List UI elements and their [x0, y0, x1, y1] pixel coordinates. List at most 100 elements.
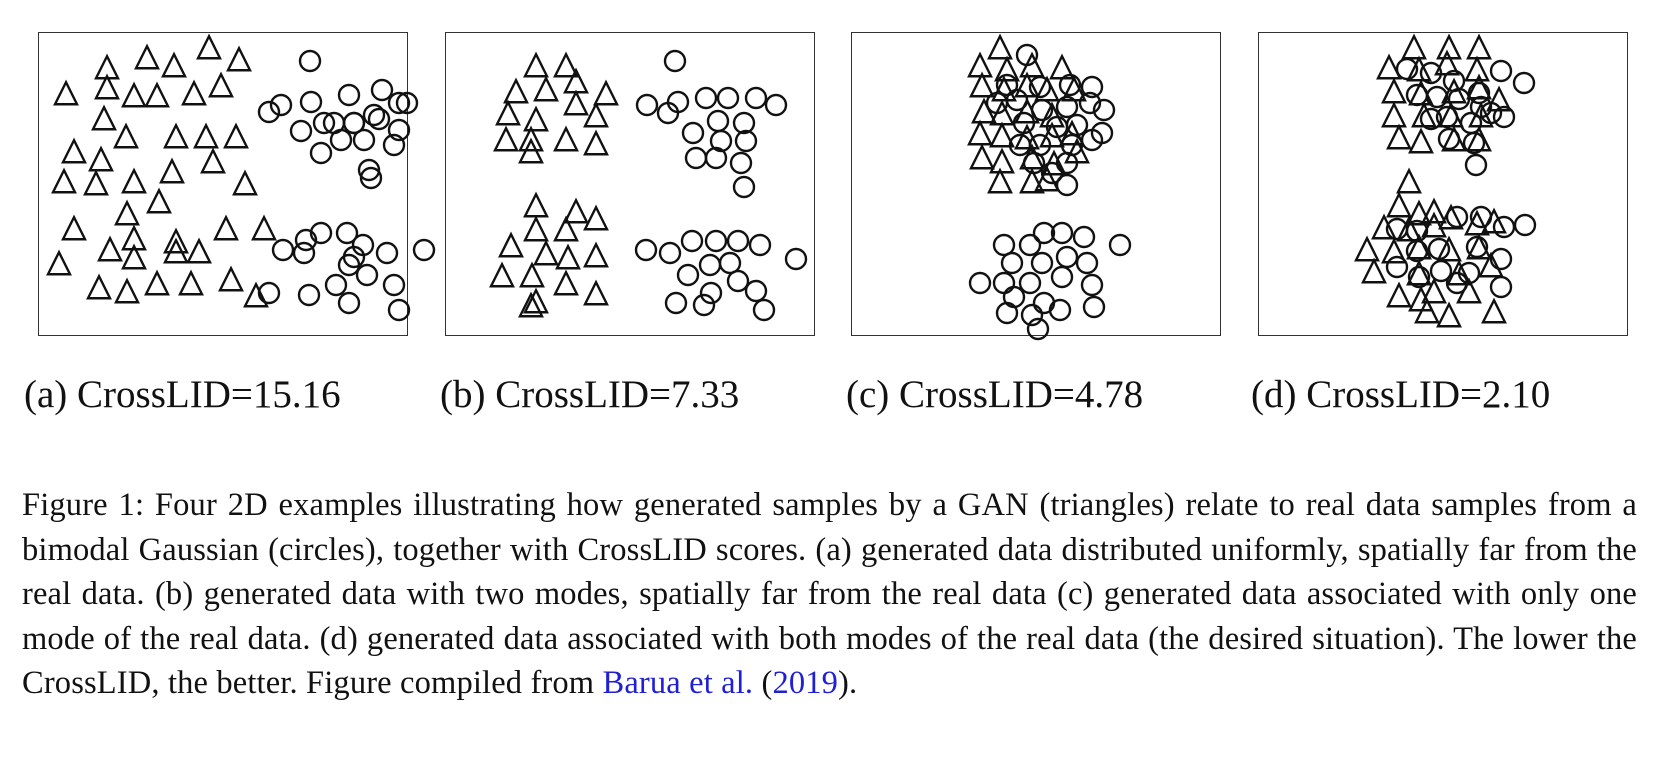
generated-sample-triangle: [1411, 101, 1437, 128]
generated-sample-triangle: [114, 199, 140, 226]
panel-c-scatter: [851, 32, 1221, 341]
generated-sample-triangle: [1466, 33, 1492, 60]
real-sample-circle: [375, 241, 399, 265]
generated-sample-triangle: [181, 79, 207, 106]
generated-sample-triangle: [121, 224, 147, 251]
generated-sample-triangle: [1034, 165, 1060, 192]
citation-year-link[interactable]: 2019: [772, 665, 839, 701]
real-sample-circle: [729, 151, 753, 175]
real-sample-circle: [968, 271, 992, 295]
real-sample-circle: [1030, 98, 1054, 122]
real-sample-circle: [1012, 111, 1036, 135]
real-sample-circle: [292, 241, 316, 265]
real-sample-circle: [1429, 259, 1453, 283]
generated-sample-triangle: [969, 71, 995, 98]
generated-sample-triangle: [1408, 285, 1434, 312]
real-sample-circle: [367, 107, 391, 131]
generated-sample-triangle: [1039, 121, 1065, 148]
subcaption-b: (b) CrossLID=7.33: [440, 373, 740, 416]
generated-sample-triangle: [987, 33, 1013, 60]
real-sample-circle: [1072, 225, 1096, 249]
real-sample-circle: [1055, 173, 1079, 197]
real-sample-circle: [1040, 161, 1064, 185]
figure-caption: Figure 1: Four 2D examples illustrating …: [22, 483, 1637, 706]
generated-sample-triangle: [243, 281, 269, 308]
real-sample-circle: [412, 238, 436, 262]
generated-sample-triangle: [134, 43, 160, 70]
generated-sample-triangle: [583, 279, 609, 306]
generated-sample-triangle: [967, 119, 993, 146]
citation-authors-link[interactable]: Barua et al.: [602, 665, 754, 701]
real-sample-circle: [1108, 233, 1132, 257]
generated-sample-triangle: [1438, 203, 1464, 230]
generated-sample-triangle: [1466, 125, 1492, 152]
real-sample-circle: [748, 233, 772, 257]
real-sample-circle: [1465, 235, 1489, 259]
generated-sample-triangle: [518, 291, 544, 318]
generated-sample-triangle: [1464, 209, 1490, 236]
generated-sample-triangle: [495, 99, 521, 126]
generated-sample-triangle: [583, 101, 609, 128]
real-sample-circle: [309, 141, 333, 165]
real-sample-circle: [676, 263, 700, 287]
real-sample-circle: [1489, 247, 1513, 271]
generated-sample-triangle: [113, 122, 139, 149]
real-sample-circle: [732, 111, 756, 135]
generated-sample-triangle: [83, 169, 109, 196]
real-sample-circle: [1419, 61, 1443, 85]
real-sample-circle: [1427, 237, 1451, 261]
real-sample-circle: [1048, 298, 1072, 322]
real-sample-circle: [352, 128, 376, 152]
panel-d-svg: [1354, 33, 1537, 328]
real-sample-circle: [1050, 265, 1074, 289]
real-sample-circle: [992, 233, 1016, 257]
real-sample-circle: [732, 175, 756, 199]
real-sample-circle: [1018, 271, 1042, 295]
generated-sample-triangle: [86, 273, 112, 300]
real-sample-circle: [1000, 251, 1024, 275]
generated-sample-triangle: [193, 122, 219, 149]
real-sample-circle: [312, 111, 336, 135]
real-sample-circle: [634, 238, 658, 262]
real-sample-circle: [1469, 205, 1493, 229]
generated-sample-triangle: [1406, 259, 1432, 286]
generated-sample-triangle: [1386, 281, 1412, 308]
real-sample-circle: [709, 129, 733, 153]
real-sample-circle: [1445, 271, 1469, 295]
real-sample-circle: [716, 86, 740, 110]
generated-sample-triangle: [223, 122, 249, 149]
real-sample-circle: [1467, 81, 1491, 105]
generated-sample-triangle: [1481, 297, 1507, 324]
real-sample-circle: [342, 111, 366, 135]
real-sample-circle: [681, 121, 705, 145]
real-sample-circle: [1512, 71, 1536, 95]
real-sample-circle: [1385, 255, 1409, 279]
panel-d-scatter: [1258, 32, 1628, 336]
real-sample-circle: [342, 245, 366, 269]
real-sample-circle: [1030, 251, 1054, 275]
real-sample-circle: [324, 273, 348, 297]
generated-sample-triangle: [563, 197, 589, 224]
real-sample-circle: [1058, 73, 1082, 97]
generated-sample-triangle: [553, 215, 579, 242]
subcaption-c: (c) CrossLID=4.78: [846, 373, 1144, 416]
real-sample-circle: [387, 91, 411, 115]
subcaption-a: (a) CrossLID=15.16: [24, 373, 341, 416]
generated-sample-triangle: [163, 227, 189, 254]
generated-sample-triangle: [1019, 167, 1045, 194]
real-sample-circle: [1489, 275, 1513, 299]
generated-sample-triangle: [208, 71, 234, 98]
generated-sample-triangle: [144, 81, 170, 108]
generated-sample-triangle: [121, 167, 147, 194]
generated-sample-triangle: [159, 157, 185, 184]
generated-sample-triangle: [1376, 53, 1402, 80]
real-sample-circle: [387, 298, 411, 322]
generated-sample-triangle: [1441, 77, 1467, 104]
real-sample-circle: [1447, 87, 1471, 111]
generated-sample-triangle: [1408, 127, 1434, 154]
generated-sample-triangle: [489, 261, 515, 288]
generated-sample-triangle: [493, 125, 519, 152]
panel-b-scatter: [445, 32, 815, 336]
generated-sample-triangle: [200, 147, 226, 174]
real-sample-circle: [271, 238, 295, 262]
